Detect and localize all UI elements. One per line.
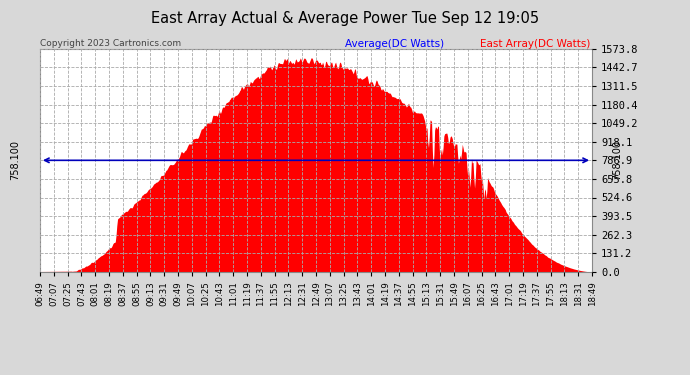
Text: East Array(DC Watts): East Array(DC Watts) bbox=[480, 39, 590, 50]
Text: 758.100: 758.100 bbox=[10, 140, 20, 180]
Text: Copyright 2023 Cartronics.com: Copyright 2023 Cartronics.com bbox=[40, 39, 181, 48]
Text: East Array Actual & Average Power Tue Sep 12 19:05: East Array Actual & Average Power Tue Se… bbox=[151, 11, 539, 26]
Text: 758.100: 758.100 bbox=[612, 140, 622, 180]
Text: Average(DC Watts): Average(DC Watts) bbox=[345, 39, 444, 50]
